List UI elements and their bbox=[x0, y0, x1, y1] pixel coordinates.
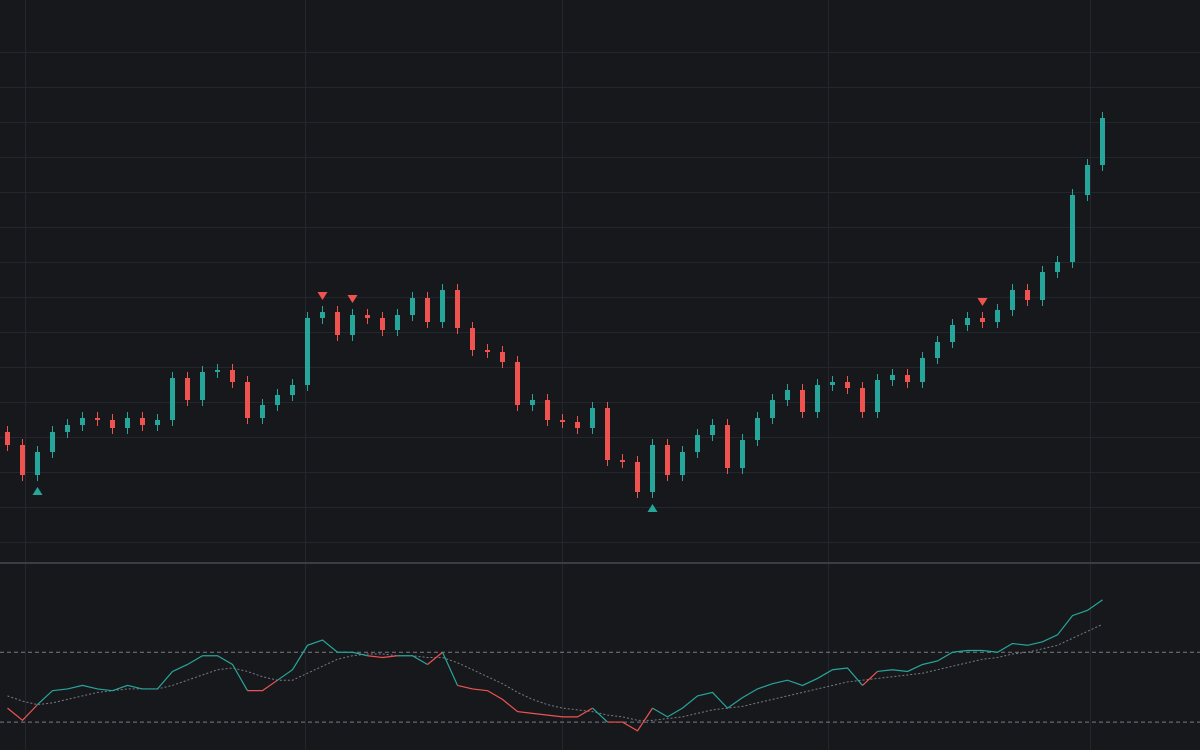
candle-body bbox=[695, 435, 700, 452]
buy-signal bbox=[32, 487, 43, 495]
oscillator-line bbox=[7, 704, 38, 722]
candle-body bbox=[1025, 290, 1030, 300]
buy-signal bbox=[647, 504, 658, 512]
candle-body bbox=[20, 445, 25, 475]
signal-line bbox=[7, 623, 1103, 721]
candle-body bbox=[155, 420, 160, 425]
candle-body bbox=[620, 460, 625, 462]
sell-signal bbox=[347, 295, 358, 303]
candle-body bbox=[65, 425, 70, 432]
oscillator-line bbox=[37, 655, 249, 706]
candle-body bbox=[230, 370, 235, 382]
oscillator-line bbox=[367, 655, 398, 659]
oscillator-line bbox=[457, 684, 593, 718]
candle-body bbox=[590, 408, 595, 428]
candle-body bbox=[815, 385, 820, 412]
candle-body bbox=[500, 352, 505, 362]
sell-signal bbox=[317, 292, 328, 300]
candle-body bbox=[575, 422, 580, 428]
candle-body bbox=[1085, 165, 1090, 195]
candle-body bbox=[710, 425, 715, 435]
oscillator-line bbox=[247, 679, 278, 692]
candle-body bbox=[800, 390, 805, 412]
candle-body bbox=[830, 382, 835, 385]
candle-body bbox=[50, 432, 55, 452]
candle-body bbox=[260, 405, 265, 418]
candle-body bbox=[1070, 195, 1075, 262]
candle-body bbox=[275, 395, 280, 405]
candle-body bbox=[305, 318, 310, 385]
oscillator-line bbox=[877, 599, 1103, 673]
candle-body bbox=[1055, 262, 1060, 272]
candle-body bbox=[1040, 272, 1045, 300]
candle-body bbox=[740, 440, 745, 468]
candle-body bbox=[680, 452, 685, 475]
oscillator-line bbox=[441, 652, 459, 686]
candle-body bbox=[755, 418, 760, 440]
candle-body bbox=[530, 400, 535, 405]
candle-body bbox=[770, 400, 775, 418]
candle-body bbox=[860, 388, 865, 412]
candle-body bbox=[110, 420, 115, 428]
candle-body bbox=[200, 372, 205, 400]
candle-body bbox=[410, 298, 415, 315]
oscillator-line bbox=[607, 707, 654, 732]
candle-body bbox=[170, 378, 175, 420]
candle-body bbox=[1100, 118, 1105, 165]
oscillator-line bbox=[592, 707, 608, 723]
candle-body bbox=[485, 350, 490, 352]
candle-body bbox=[650, 445, 655, 492]
candle-body bbox=[35, 452, 40, 475]
candle-body bbox=[140, 418, 145, 425]
candle-body bbox=[845, 382, 850, 388]
candle-body bbox=[95, 418, 100, 420]
candle-body bbox=[245, 382, 250, 418]
candle-body bbox=[545, 400, 550, 420]
candle-body bbox=[365, 315, 370, 318]
sell-signal bbox=[977, 298, 988, 306]
candle-body bbox=[1010, 290, 1015, 310]
candle-body bbox=[185, 378, 190, 400]
candle-body bbox=[890, 375, 895, 380]
candle-body bbox=[470, 328, 475, 350]
oscillator-line bbox=[862, 671, 878, 686]
oscillator-line bbox=[277, 639, 368, 681]
candle-body bbox=[785, 390, 790, 400]
candle-body bbox=[605, 408, 610, 460]
candle-body bbox=[5, 432, 10, 445]
candle-body bbox=[290, 385, 295, 395]
candle-body bbox=[515, 362, 520, 405]
oscillator-line bbox=[652, 667, 863, 718]
candle-body bbox=[665, 445, 670, 475]
oscillator-line bbox=[397, 655, 428, 665]
candle-body bbox=[425, 298, 430, 322]
candle-body bbox=[725, 425, 730, 468]
oscillator-line bbox=[427, 651, 443, 665]
candle-body bbox=[215, 370, 220, 372]
candle-body bbox=[905, 375, 910, 382]
candle-body bbox=[875, 380, 880, 412]
candle-body bbox=[335, 312, 340, 335]
candle-body bbox=[455, 290, 460, 328]
candle-body bbox=[920, 358, 925, 382]
candle-body bbox=[995, 310, 1000, 322]
candle-body bbox=[965, 318, 970, 325]
candle-body bbox=[80, 418, 85, 425]
candle-body bbox=[395, 315, 400, 330]
candle-body bbox=[950, 325, 955, 342]
candle-body bbox=[380, 318, 385, 330]
candle-body bbox=[350, 315, 355, 335]
candle-body bbox=[440, 290, 445, 322]
candle-body bbox=[935, 342, 940, 358]
candle-body bbox=[980, 318, 985, 322]
candle-body bbox=[320, 312, 325, 318]
candle-body bbox=[125, 418, 130, 428]
candle-body bbox=[560, 420, 565, 422]
candle-body bbox=[635, 462, 640, 492]
vertical-grid bbox=[25, 0, 1091, 750]
